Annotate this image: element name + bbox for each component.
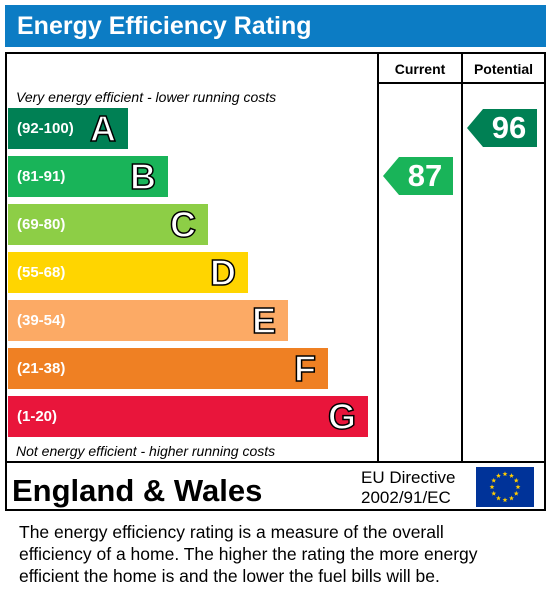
description-line-3: efficient the home is and the lower the … bbox=[19, 566, 440, 586]
band-range-label: (69-80) bbox=[17, 216, 66, 233]
description-line-2: efficiency of a home. The higher the rat… bbox=[19, 544, 478, 564]
directive-line-2: 2002/91/EC bbox=[361, 488, 451, 507]
eu-flag-icon bbox=[476, 467, 534, 507]
band-letter: B bbox=[129, 156, 157, 198]
band-d: (55-68) D bbox=[8, 252, 248, 293]
eu-star bbox=[509, 473, 514, 478]
band-letter: E bbox=[251, 300, 277, 342]
band-c: (69-80) C bbox=[8, 204, 208, 245]
top-note: Very energy efficient - lower running co… bbox=[16, 89, 277, 105]
band-f: (21-38) F bbox=[8, 348, 328, 389]
band-range-label: (21-38) bbox=[17, 360, 66, 377]
rating-chart-frame: Current Potential Very energy efficient … bbox=[5, 52, 546, 511]
chart-title: Energy Efficiency Rating bbox=[17, 12, 312, 40]
band-range-label: (92-100) bbox=[17, 120, 74, 137]
eu-star bbox=[489, 484, 495, 490]
band-letter: F bbox=[293, 348, 317, 390]
band-e: (39-54) E bbox=[8, 300, 288, 341]
band-g: (1-20) G bbox=[8, 396, 368, 437]
band-range-label: (81-91) bbox=[17, 168, 66, 185]
eu-star bbox=[513, 477, 519, 483]
region-label: England & Wales bbox=[12, 473, 263, 508]
eu-star bbox=[491, 490, 497, 496]
band-letter: C bbox=[169, 204, 197, 246]
potential-column-header: Potential bbox=[473, 61, 534, 77]
potential-rating-arrow: 96 bbox=[467, 109, 537, 147]
eu-star bbox=[502, 497, 508, 503]
header-row-divider bbox=[377, 82, 544, 84]
footer-divider bbox=[7, 461, 544, 463]
band-b: (81-91) B bbox=[8, 156, 168, 197]
band-letter: A bbox=[89, 108, 117, 150]
current-rating-arrow: 87 bbox=[383, 157, 453, 195]
potential-column-divider bbox=[461, 54, 463, 463]
eu-star bbox=[513, 490, 519, 496]
current-rating-value: 87 bbox=[407, 158, 443, 193]
band-range-label: (55-68) bbox=[17, 264, 66, 281]
band-range-label: (1-20) bbox=[17, 408, 58, 425]
current-column-divider bbox=[377, 54, 379, 463]
potential-rating-value: 96 bbox=[491, 110, 527, 145]
description-line-1: The energy efficiency rating is a measur… bbox=[19, 522, 444, 542]
band-a: (92-100) A bbox=[8, 108, 128, 149]
eu-star bbox=[502, 471, 508, 477]
eu-star bbox=[496, 473, 501, 478]
eu-star bbox=[509, 495, 514, 501]
band-range-label: (39-54) bbox=[17, 312, 66, 329]
eu-star bbox=[515, 484, 521, 490]
directive-line-1: EU Directive bbox=[361, 468, 456, 487]
band-letter: D bbox=[209, 252, 237, 294]
eu-star bbox=[496, 495, 501, 501]
eu-star bbox=[491, 477, 497, 483]
current-column-header: Current bbox=[394, 61, 446, 77]
bottom-note: Not energy efficient - higher running co… bbox=[16, 443, 276, 459]
band-letter: G bbox=[327, 396, 357, 438]
title-bar: Energy Efficiency Rating bbox=[5, 5, 546, 47]
